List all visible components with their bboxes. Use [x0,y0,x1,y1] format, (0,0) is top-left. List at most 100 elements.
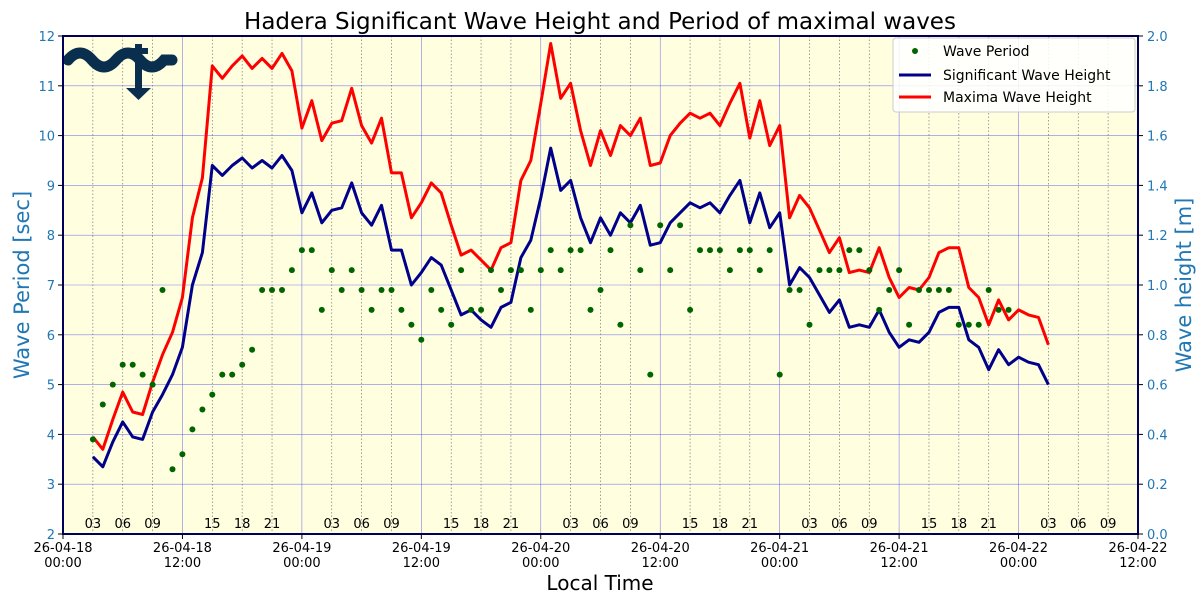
wave-period-point [119,361,126,368]
hour-annotation: 03 [562,517,579,532]
wave-period-point [109,381,116,388]
right-tick-label: 2.0 [1147,30,1168,45]
wave-period-point [129,361,136,368]
wave-period-point [657,222,664,229]
left-tick-label: 4 [47,428,55,443]
wave-period-point [259,287,266,293]
hour-annotation: 03 [801,517,818,532]
wave-period-point [677,222,684,229]
wave-period-point [328,267,335,274]
hour-annotation: 06 [114,517,131,532]
significant-wave-height-line [91,146,1050,469]
wave-period-point [577,247,584,254]
x-tick-time: 00:00 [1000,556,1037,571]
left-tick-label: 12 [38,30,55,45]
wave-period-point [955,321,962,328]
hour-annotations: 03 06 09 15 18 21 03 06 09 15 18 21 03 06 09 15 18 21 03 06… [85,517,1117,532]
hour-annotation: 18 [951,517,968,532]
hour-annotation: 09 [144,517,161,532]
wave-period-point [716,247,723,254]
wave-period-point [209,391,216,398]
wave-period-point [726,267,733,274]
hour-annotation: 21 [980,517,997,532]
right-tick-label: 0.6 [1147,379,1168,394]
left-tick-label: 5 [47,379,55,394]
wave-period-point [866,267,873,274]
logo-crossbar [129,48,148,54]
wave-period-point [667,267,674,274]
wave-period-point [597,287,604,293]
chart-title: Hadera Significant Wave Height and Perio… [244,9,956,35]
left-tick-label: 3 [47,478,55,493]
wave-period-point [935,287,942,293]
wave-period-point [687,306,694,313]
wave-period-point [1005,306,1012,313]
wave-period-point [826,267,833,274]
wave-period-point [816,267,823,274]
wave-period-point [179,451,186,458]
wave-period-point [368,306,375,313]
left-tick-label: 11 [38,80,55,95]
wave-period-point [169,466,176,473]
wave-period-point [647,371,654,378]
right-tick-label: 1.4 [1147,179,1168,194]
wave-period-point [786,287,793,293]
legend-period-marker [912,48,918,54]
wave-period-point [886,287,893,293]
wave-period-point [358,287,365,293]
wave-period-point [269,287,275,293]
x-tick-time: 00:00 [761,556,798,571]
wave-period-point [756,267,763,274]
x-tick-date: 26-04-20 [511,541,570,556]
hour-annotation: 09 [861,517,878,532]
wave-period-point [189,426,196,433]
hour-annotation: 09 [383,517,400,532]
legend-period-label: Wave Period [943,44,1030,60]
x-tick-time: 12:00 [164,556,201,571]
right-axis: 0.0 0.2 0.4 0.6 0.8 1.0 1.2 1.4 1.6 1.8 2.0 [1138,30,1168,543]
logo-arrowhead [126,88,151,100]
wave-period-point [766,247,773,254]
wave-period-point [517,267,524,274]
x-tick-time: 00:00 [522,556,559,571]
wave-period-point [408,321,415,328]
right-tick-label: 1.8 [1147,80,1168,95]
wave-period-point [527,306,534,313]
wave-period-point [149,381,156,388]
left-tick-label: 6 [47,329,55,344]
left-tick-label: 9 [47,179,55,194]
hour-annotation: 21 [264,517,281,532]
wave-period-point [318,306,325,313]
hour-annotation: 03 [1040,517,1057,532]
right-tick-label: 1.2 [1147,229,1168,244]
wave-period-point [796,287,803,293]
x-tick-time: 12:00 [403,556,440,571]
hour-annotation: 03 [323,517,340,532]
wave-period-point [418,336,425,343]
wave-period-point [378,287,385,293]
wave-period-point [229,371,236,378]
wave-period-point [388,287,395,293]
wave-period-point [776,371,783,378]
hour-annotation: 18 [473,517,490,532]
left-tick-label: 10 [38,130,55,145]
hour-annotation: 09 [622,517,639,532]
hour-annotation: 09 [1100,517,1117,532]
x-tick-date: 26-04-21 [750,541,809,556]
hour-annotation: 18 [234,517,251,532]
hour-annotation: 15 [682,517,699,532]
left-tick-label: 8 [47,229,55,244]
wave-period-point [498,287,504,293]
left-tick-label: 2 [47,528,55,543]
wave-period-point [587,306,594,313]
wave-period-point [448,321,455,328]
series-layer [89,42,1050,473]
wave-period-point [458,267,465,274]
left-axis: 2 3 4 5 6 7 8 9 10 11 12 [38,30,63,543]
x-tick-date: 26-04-22 [989,541,1048,556]
wave-period-point [985,287,992,293]
wave-period-point [926,287,932,293]
wave-period-point [338,287,345,293]
hour-annotation: 06 [353,517,370,532]
wave-period-point [99,401,106,408]
